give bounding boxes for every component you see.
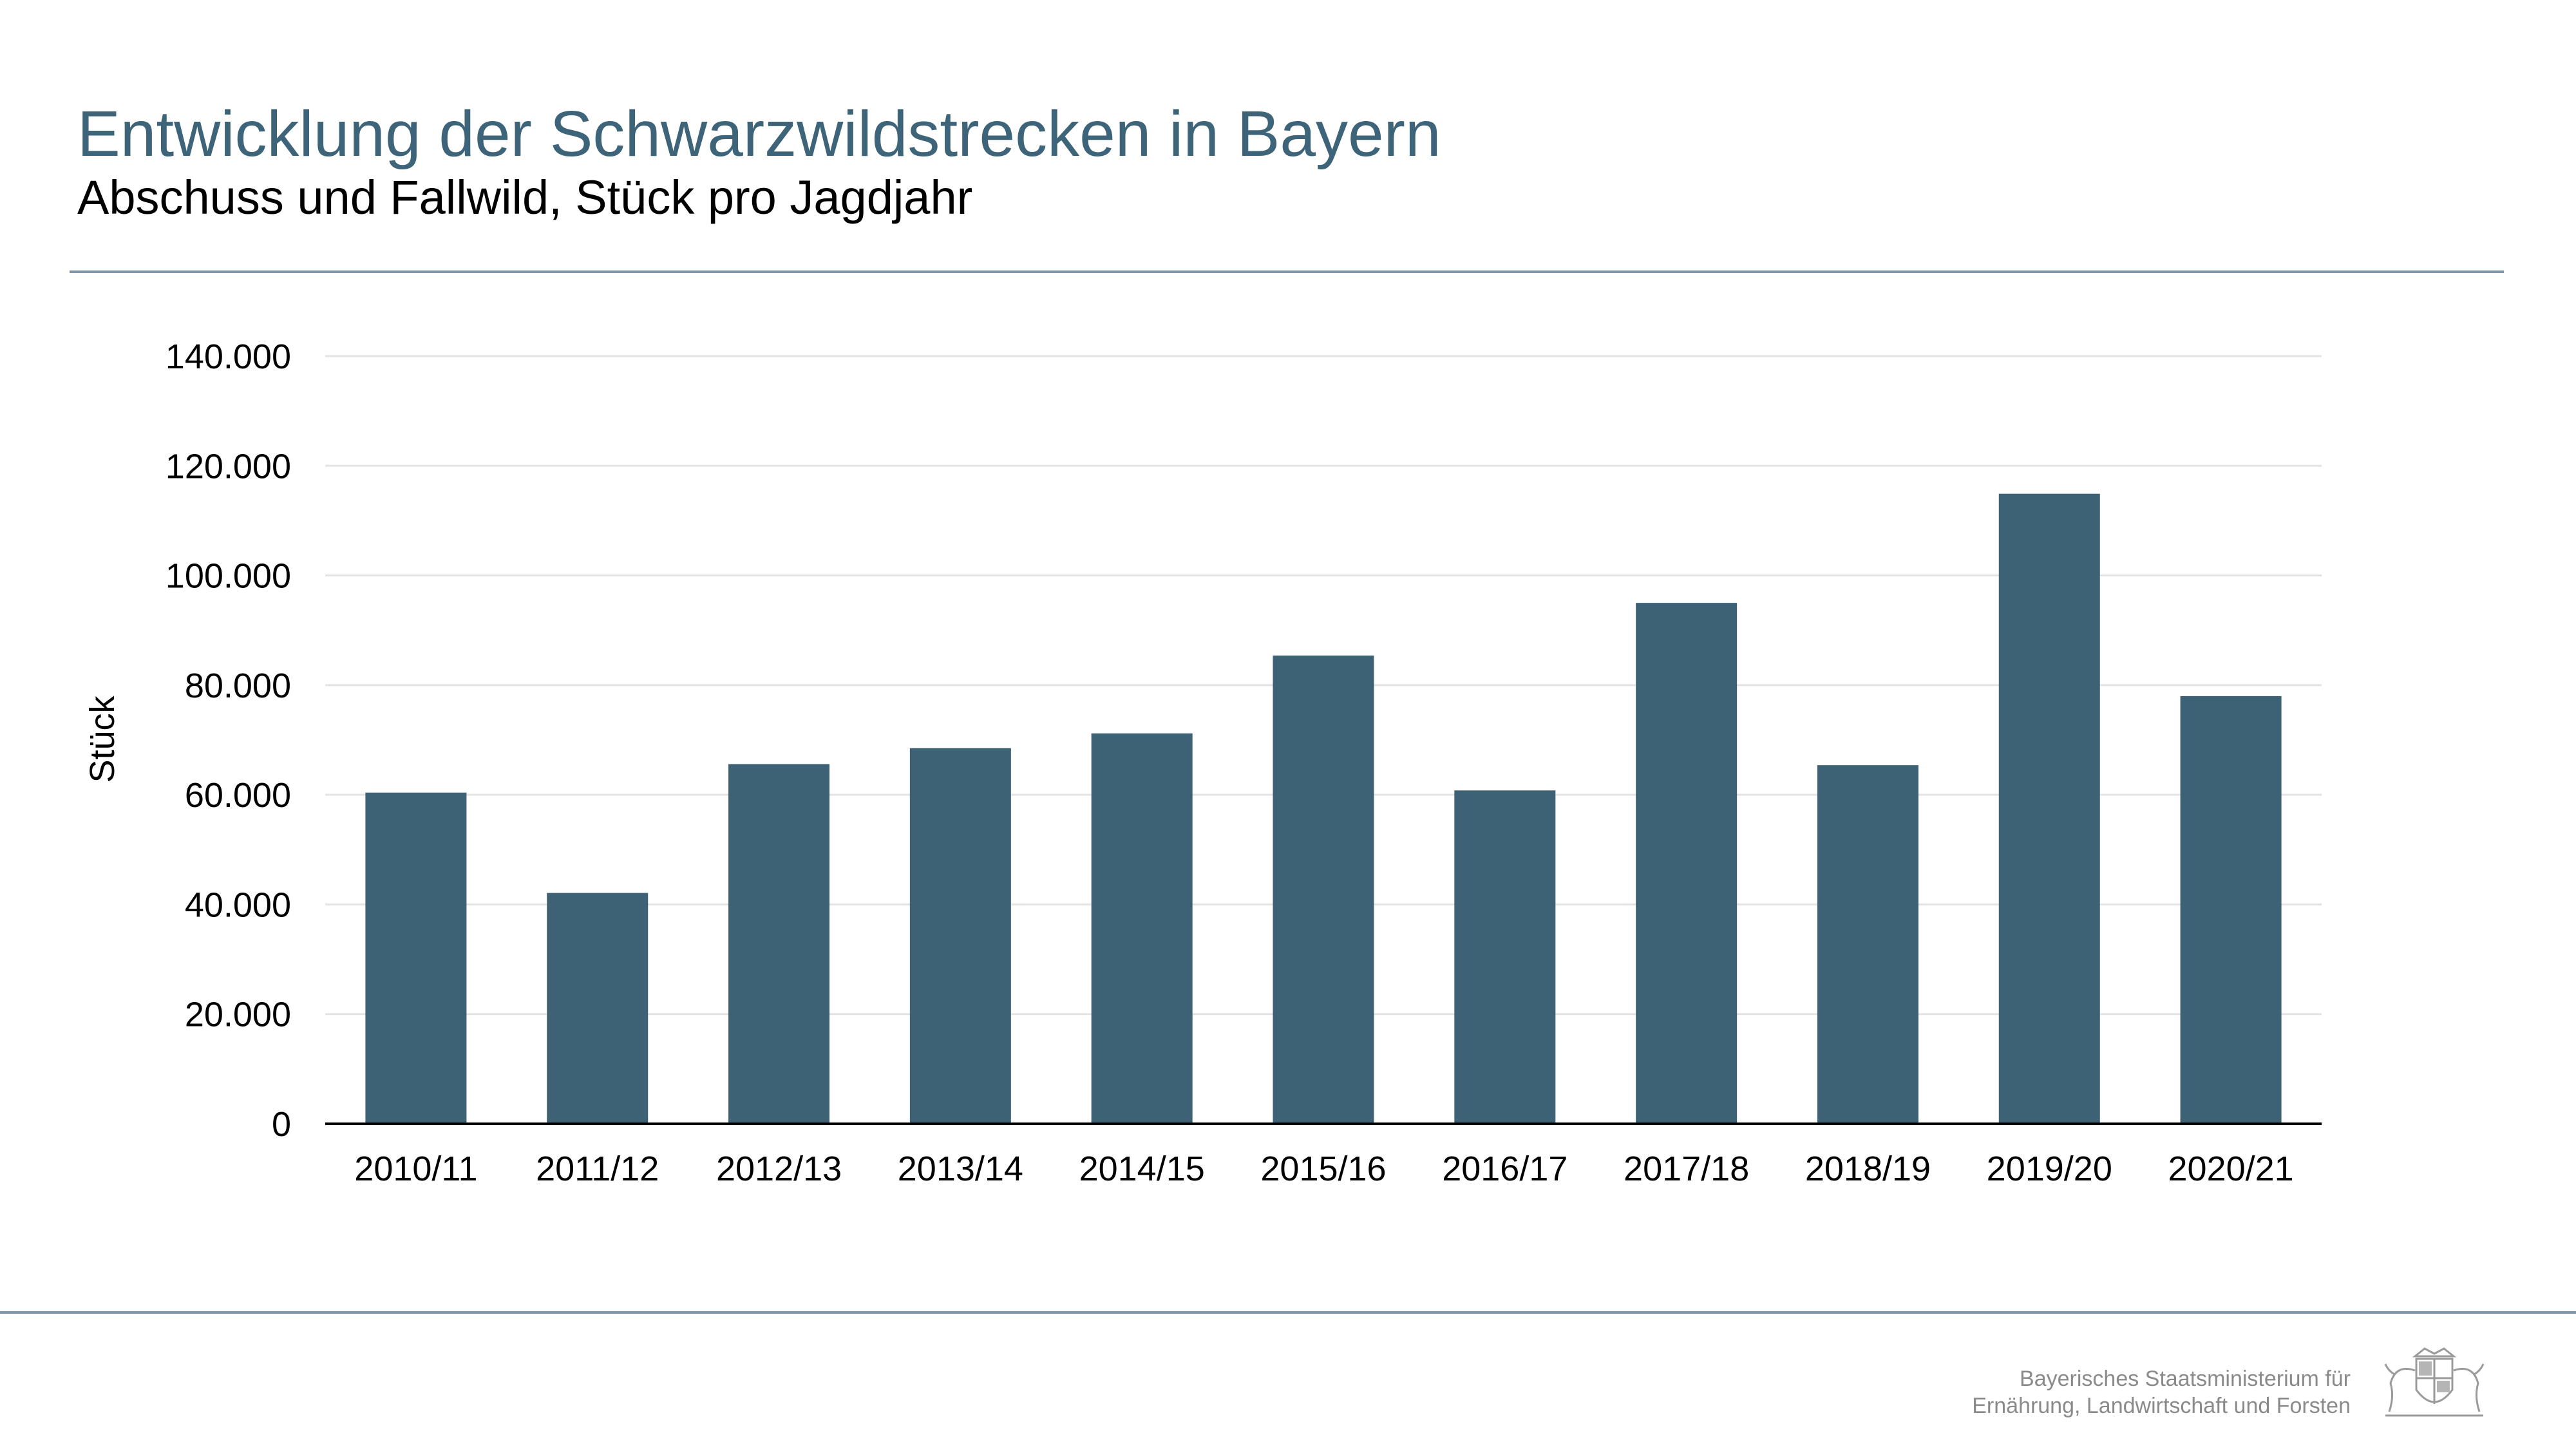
footer-divider	[0, 1311, 2576, 1314]
y-tick-label: 40.000	[185, 886, 291, 924]
y-tick-label: 100.000	[166, 557, 291, 596]
y-axis-label: Stück	[83, 695, 122, 782]
bar-2019-20	[1998, 493, 2100, 1124]
x-tick-label: 2016/17	[1442, 1150, 1567, 1188]
y-tick-label: 0	[272, 1105, 291, 1144]
x-tick-label: 2010/11	[354, 1150, 477, 1188]
page-subtitle: Abschuss und Fallwild, Stück pro Jagdjah…	[77, 171, 973, 224]
y-tick-label: 140.000	[166, 337, 291, 376]
ministry-name-line-1: Bayerisches Staatsministerium für	[2020, 1367, 2351, 1391]
bar-chart: 0 20.000 40.000 60.000 80.000 100.000 120.000 1…	[83, 337, 2322, 1188]
bar-2011-12	[547, 893, 649, 1124]
x-tick-label: 2013/14	[898, 1150, 1023, 1188]
y-tick-label: 60.000	[185, 776, 291, 815]
bar-2010-11	[365, 792, 467, 1124]
y-tick-label: 120.000	[166, 447, 291, 486]
bar-2013-14	[909, 748, 1011, 1124]
ministry-name-line-2: Ernährung, Landwirtschaft und Forsten	[1972, 1394, 2351, 1418]
x-tick-label: 2011/12	[536, 1150, 659, 1188]
x-tick-label: 2018/19	[1805, 1150, 1931, 1188]
bar-2017-18	[1636, 603, 1738, 1124]
page-title: Entwicklung der Schwarzwildstrecken in B…	[77, 98, 1441, 170]
x-axis-ticks: 2010/11 2011/12 2012/13 2013/14 2014/15 2015/…	[354, 1150, 2293, 1188]
x-tick-label: 2019/20	[1987, 1150, 2112, 1188]
header-divider	[70, 270, 2504, 273]
bar-2018-19	[1817, 765, 1918, 1124]
bar-2015-16	[1273, 655, 1374, 1124]
bar-2012-13	[728, 764, 830, 1124]
bars	[365, 493, 2282, 1124]
bar-2020-21	[2180, 696, 2282, 1124]
y-tick-label: 80.000	[185, 667, 291, 705]
y-tick-label: 20.000	[185, 996, 291, 1034]
x-tick-label: 2017/18	[1624, 1150, 1749, 1188]
bar-2014-15	[1091, 733, 1193, 1124]
bavarian-coat-of-arms-icon	[2384, 1347, 2485, 1417]
x-tick-label: 2014/15	[1079, 1150, 1205, 1188]
x-tick-label: 2015/16	[1260, 1150, 1386, 1188]
x-tick-label: 2012/13	[716, 1150, 842, 1188]
x-tick-label: 2020/21	[2168, 1150, 2293, 1188]
bar-2016-17	[1454, 790, 1556, 1124]
y-axis-ticks: 0 20.000 40.000 60.000 80.000 100.000 120.000 1…	[166, 337, 291, 1144]
